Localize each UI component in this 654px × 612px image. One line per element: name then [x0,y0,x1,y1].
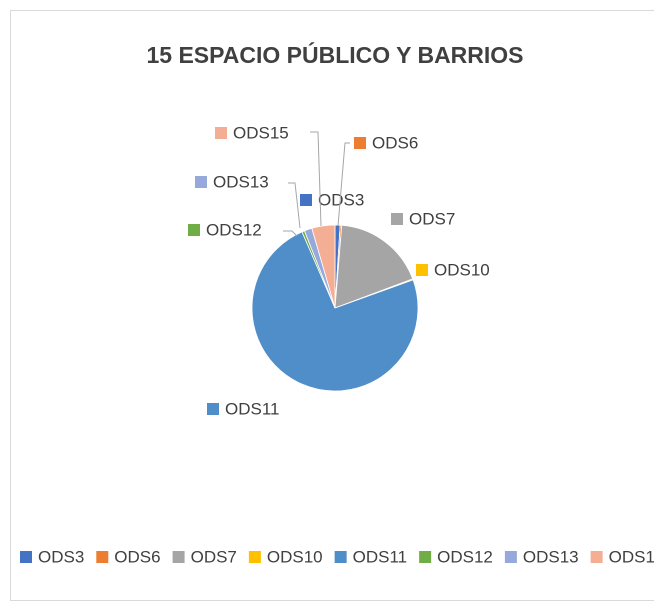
data-label: ODS15 [233,123,289,142]
legend-marker [248,551,261,563]
legend-label: ODS3 [38,547,84,566]
leader-line [310,131,322,227]
legend-marker [504,551,517,563]
leader-line [288,182,301,229]
data-label: ODS11 [225,399,280,418]
data-label: ODS3 [318,190,364,209]
legend-marker [334,551,347,563]
pie-slice [334,224,414,309]
legend-label: ODS13 [523,547,579,566]
legend-label: ODS7 [191,547,237,566]
legend-marker [419,551,432,563]
label-marker [416,264,428,276]
label-marker [354,137,366,149]
legend-label: ODS15 [609,547,654,566]
data-label: ODS10 [434,260,490,279]
legend-marker [20,551,32,563]
label-marker [207,403,219,415]
label-marker [188,224,200,236]
legend-label: ODS6 [114,547,160,566]
data-label: ODS6 [372,133,418,152]
legend-label: ODS10 [267,547,323,566]
label-marker [195,176,207,188]
legend-marker [96,551,109,563]
leader-line [337,142,350,227]
label-marker [300,194,312,206]
label-marker [391,213,403,225]
chart-title: 15 ESPACIO PÚBLICO Y BARRIOS [146,41,523,68]
pie-slice [251,231,419,392]
leader-line [283,230,298,237]
legend-label: ODS11 [353,547,408,566]
legend-marker [590,551,603,563]
data-label: ODS13 [213,172,269,191]
legend-marker [172,551,185,563]
pie-slice [311,224,336,309]
legend-label: ODS12 [437,547,493,566]
data-label: ODS12 [206,220,262,239]
label-marker [215,127,227,139]
data-label: ODS7 [409,209,455,228]
